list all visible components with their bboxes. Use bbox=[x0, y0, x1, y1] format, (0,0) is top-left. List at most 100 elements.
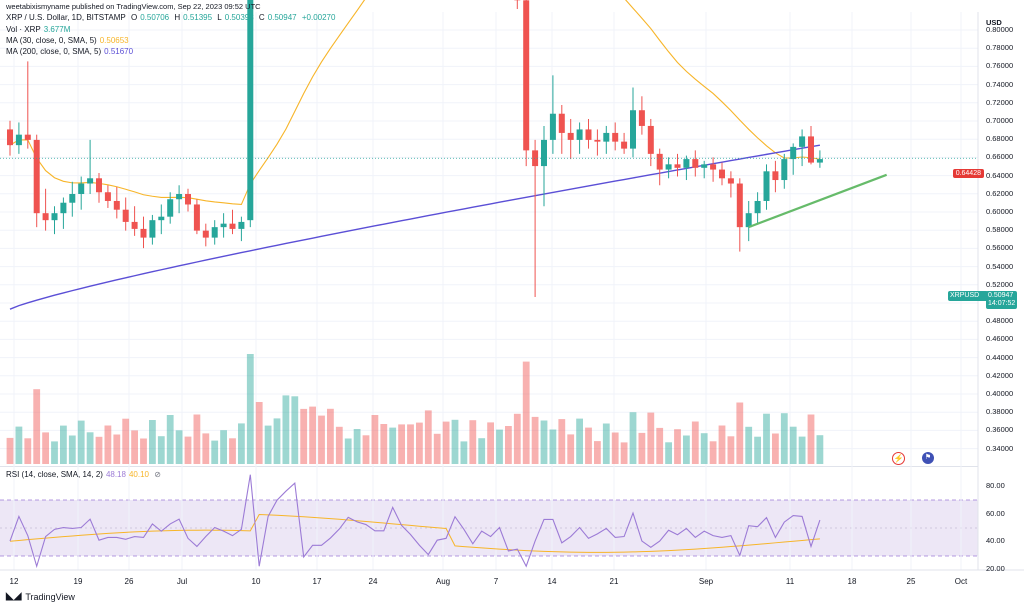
ma200-legend[interactable]: MA (200, close, 0, SMA, 5) 0.51670 bbox=[6, 47, 136, 56]
candle-body bbox=[7, 129, 13, 146]
price-axis-tick: 0.70000 bbox=[986, 116, 1014, 125]
price-axis-tick: 0.62000 bbox=[986, 188, 1014, 198]
tradingview-brand: TradingView bbox=[25, 591, 75, 602]
ma200-value: 0.51670 bbox=[104, 47, 134, 56]
price-axis-tick: 0.48000 bbox=[986, 316, 1014, 326]
volume-bar bbox=[398, 424, 405, 464]
price-axis-tick: 0.76000 bbox=[986, 61, 1014, 71]
candle-body bbox=[656, 153, 663, 170]
volume-bar bbox=[131, 430, 138, 464]
volume-bar bbox=[718, 425, 726, 464]
volume-bar bbox=[122, 418, 130, 464]
time-axis-tick: 7 bbox=[493, 577, 499, 586]
rsi-legend[interactable]: RSI (14, close, SMA, 14, 2) 48.18 40.10 ⊘ bbox=[6, 470, 164, 479]
volume-bar bbox=[433, 433, 441, 464]
price-axis-tick: 0.38000 bbox=[986, 407, 1014, 417]
volume-bar bbox=[647, 412, 655, 464]
volume-bar bbox=[309, 406, 316, 464]
candle-body bbox=[113, 200, 120, 210]
rsi-settings-icon[interactable]: ⊘ bbox=[154, 470, 161, 479]
time-axis-tick: 10 bbox=[251, 577, 261, 586]
time-axis-tick: 19 bbox=[73, 577, 83, 586]
candle-body bbox=[140, 228, 147, 238]
price-axis-tick: 0.60000 bbox=[986, 207, 1014, 216]
volume-bar bbox=[193, 414, 201, 464]
volume-legend[interactable]: Vol · XRP 3.677M bbox=[6, 25, 73, 34]
price-axis-tick: 0.66000 bbox=[986, 152, 1014, 162]
volume-bar bbox=[380, 424, 388, 464]
time-axis-tick: 12 bbox=[9, 577, 19, 586]
resistance-price-tag: 0.64428 bbox=[952, 169, 984, 178]
volume-bar bbox=[255, 402, 263, 464]
candle-body bbox=[558, 113, 565, 133]
volume-bar bbox=[709, 441, 717, 464]
volume-bar bbox=[327, 408, 334, 464]
candle-body bbox=[541, 139, 547, 167]
candle-body bbox=[727, 178, 734, 184]
candle-body bbox=[736, 183, 743, 228]
price-axis-tick: 0.72000 bbox=[986, 97, 1014, 107]
volume-bar bbox=[780, 413, 788, 464]
volume-bar bbox=[691, 421, 699, 464]
pane-divider bbox=[0, 466, 978, 467]
candle-body bbox=[763, 171, 770, 201]
price-axis-tick: 0.58000 bbox=[986, 225, 1014, 235]
volume-bar bbox=[15, 426, 23, 464]
candle-body bbox=[630, 110, 636, 149]
candle-body bbox=[24, 134, 31, 140]
volume-bar bbox=[576, 418, 583, 464]
time-axis-tick: 21 bbox=[609, 577, 619, 586]
volume-bar bbox=[451, 419, 459, 464]
ma200-line bbox=[9, 144, 821, 310]
low-label: L bbox=[217, 13, 222, 22]
volume-bar bbox=[407, 424, 414, 464]
volume-bar bbox=[594, 441, 601, 464]
volume-bar bbox=[469, 420, 477, 464]
volume-bar bbox=[513, 413, 521, 464]
high-label: H bbox=[174, 13, 181, 22]
lightning-icon[interactable]: ⚡ bbox=[892, 452, 905, 465]
price-axis-tick: 0.52000 bbox=[986, 279, 1014, 289]
volume-bar bbox=[77, 420, 85, 464]
volume-bar bbox=[60, 425, 67, 464]
currency-label: USD bbox=[986, 18, 1002, 27]
candle-body bbox=[202, 230, 209, 238]
candle-body bbox=[193, 204, 200, 231]
candle-body bbox=[719, 169, 725, 179]
candle-body bbox=[15, 134, 22, 146]
us-flag-icon[interactable]: ⚑ bbox=[922, 452, 934, 464]
publish-info: weetabixismyname published on TradingVie… bbox=[6, 2, 261, 11]
open-label: O bbox=[130, 13, 138, 22]
candle-body bbox=[674, 164, 681, 168]
volume-bar bbox=[149, 420, 156, 464]
rsi-axis-tick: 80.00 bbox=[986, 480, 1005, 490]
volume-bar bbox=[424, 410, 432, 464]
volume-bar bbox=[229, 438, 236, 464]
time-axis-tick: 11 bbox=[785, 577, 795, 586]
candle-body bbox=[745, 213, 752, 228]
candle-body bbox=[621, 141, 628, 149]
ma30-legend[interactable]: MA (30, close, 0, SMA, 5) 0.50653 bbox=[6, 36, 132, 45]
candle-body bbox=[104, 192, 111, 201]
volume-bar bbox=[318, 415, 325, 464]
volume-bar bbox=[567, 434, 575, 464]
symbol-title: XRP / U.S. Dollar, 1D, BITSTAMP bbox=[6, 13, 126, 22]
candle-body bbox=[176, 193, 183, 200]
candle-body bbox=[247, 0, 254, 221]
price-axis-tick: 0.36000 bbox=[986, 425, 1014, 435]
volume-bar bbox=[727, 436, 735, 464]
volume-bar bbox=[335, 426, 343, 464]
volume-bar bbox=[291, 396, 299, 464]
candle-body bbox=[612, 132, 619, 142]
candle-body bbox=[185, 193, 191, 205]
symbol-legend[interactable]: XRP / U.S. Dollar, 1D, BITSTAMP O 0.50706… bbox=[6, 13, 338, 22]
low-value: 0.50398 bbox=[224, 13, 254, 22]
tradingview-footer[interactable]: ◣◢ TradingView bbox=[6, 591, 75, 602]
price-axis-tick: 0.74000 bbox=[986, 79, 1014, 89]
volume-bar bbox=[487, 422, 494, 464]
time-axis-tick: Aug bbox=[435, 577, 451, 586]
rsi-ma-line bbox=[9, 514, 820, 553]
volume-bar bbox=[558, 419, 566, 464]
